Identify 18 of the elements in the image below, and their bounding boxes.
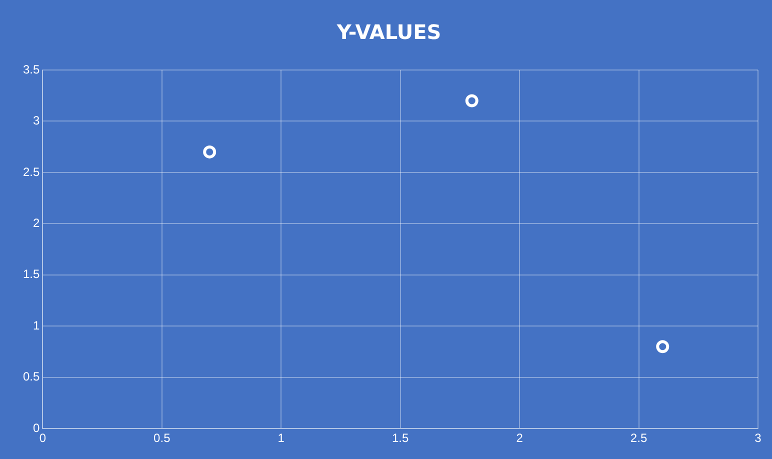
y-tick-label: 3.5	[22, 62, 40, 76]
y-tick-label: 0.5	[22, 370, 40, 384]
x-tick-label: 0.5	[154, 431, 171, 446]
y-tick-label: 0	[32, 420, 40, 435]
y-tick-label: 2.5	[22, 164, 40, 179]
x-tick-label: 1	[278, 431, 285, 446]
y-tick-label: 1	[32, 318, 40, 332]
y-tick-label: 1.5	[22, 267, 40, 282]
y-tick-label: 3	[32, 114, 40, 128]
point	[203, 145, 216, 158]
x-tick-label: 1.5	[392, 431, 410, 446]
x-tick-label: 3	[754, 431, 762, 446]
x-tick-label: 2	[516, 431, 524, 446]
point	[465, 94, 478, 108]
y-tick-label: 2	[32, 216, 40, 230]
x-tick-label: 2.5	[630, 431, 648, 446]
chart-title: Y-VALUES	[336, 20, 442, 44]
point	[656, 340, 670, 354]
